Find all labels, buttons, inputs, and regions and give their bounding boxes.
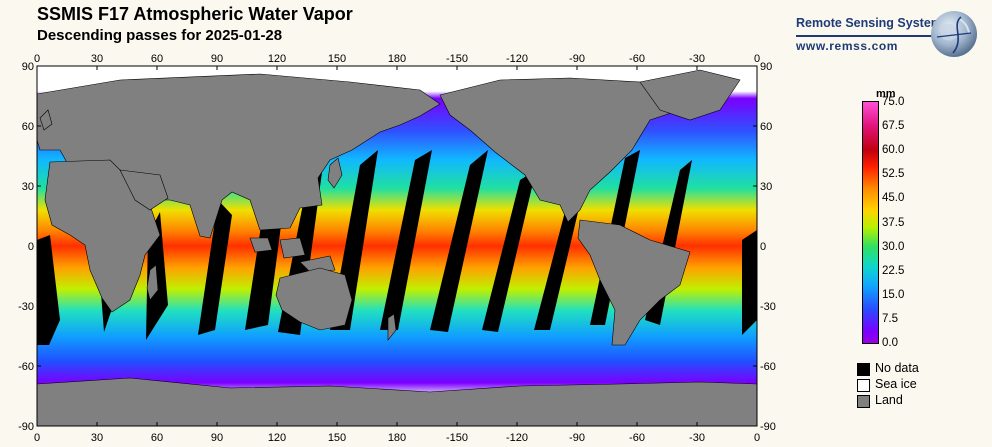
lat-tick-label: 30 [760, 181, 772, 193]
lon-tick-label: -120 [506, 432, 528, 444]
colorbar-tick-label: 22.5 [882, 264, 905, 277]
lat-axis-right: 90 60 30 0 -30 -60 -90 [753, 61, 776, 433]
lon-tick-label: 0 [754, 432, 760, 444]
lat-tick-label: -30 [18, 301, 34, 313]
colorbar-tick-label: 0.0 [882, 337, 898, 349]
lon-tick-label: -90 [569, 53, 585, 65]
lat-tick-label: 90 [760, 61, 772, 73]
lon-tick-label: -60 [629, 432, 645, 444]
lat-axis-left: 90 60 30 0 -30 -60 -90 [18, 61, 41, 433]
lon-tick-label: 150 [328, 53, 346, 65]
colorbar-tick-label: 60.0 [882, 144, 905, 157]
lon-tick-label: 0 [754, 53, 760, 65]
lon-tick-label: 150 [328, 432, 346, 444]
brand-url[interactable]: www.remss.com [796, 39, 899, 53]
land-masses [37, 69, 757, 426]
lon-tick-label: -60 [629, 53, 645, 65]
lon-tick-label: 30 [91, 432, 103, 444]
legend-label: No data [875, 361, 919, 375]
lon-tick-label: -120 [506, 53, 528, 65]
colorbar-tick-label: 15.0 [882, 288, 905, 301]
colorbar-tick-label: 7.5 [882, 312, 898, 325]
lat-tick-label: 90 [22, 61, 34, 73]
lat-tick-label: -30 [760, 301, 776, 313]
lat-tick-label: 0 [28, 241, 34, 253]
lat-tick-label: 30 [22, 181, 34, 193]
page-subtitle: Descending passes for 2025-01-28 [37, 27, 283, 44]
lon-tick-label: 180 [388, 53, 406, 65]
lat-tick-label: -90 [18, 421, 34, 433]
brand-divider [796, 35, 961, 37]
colorbar-tick-label: 52.5 [882, 168, 905, 181]
lon-tick-label: -90 [569, 432, 585, 444]
globe-logo-icon [931, 11, 977, 57]
lat-tick-label: 60 [22, 121, 34, 133]
lon-tick-label: 60 [151, 53, 163, 65]
colorbar-unit: mm [876, 88, 896, 100]
colorbar-tick-label: 30.0 [882, 240, 905, 253]
brand-name: Remote Sensing Systems [796, 16, 949, 30]
lon-tick-label: 90 [211, 53, 223, 65]
lon-tick-label: -150 [446, 53, 468, 65]
lon-tick-label: 120 [268, 53, 286, 65]
legend-label: Land [875, 393, 903, 407]
legend-swatch-sea-ice [857, 379, 870, 392]
lat-tick-label: 60 [760, 121, 772, 133]
page-title: SSMIS F17 Atmospheric Water Vapor [37, 4, 353, 24]
colorbar-tick-label: 67.5 [882, 120, 905, 133]
lon-tick-label: -30 [689, 432, 705, 444]
lon-axis-bottom: 0 30 60 90 120 150 180 -150 -120 -90 -60 -30 0 [34, 422, 760, 444]
lon-tick-label: -150 [446, 432, 468, 444]
lon-tick-label: 30 [91, 53, 103, 65]
colorbar-tick-label: 37.5 [882, 216, 905, 229]
colorbar-tick-label: 75.0 [882, 96, 905, 108]
lon-tick-label: 0 [34, 432, 40, 444]
lon-tick-label: 0 [34, 53, 40, 65]
lon-tick-label: 60 [151, 432, 163, 444]
lat-tick-label: -90 [760, 421, 776, 433]
lon-tick-label: -30 [689, 53, 705, 65]
lon-axis-top: 0 30 60 90 120 150 180 -150 -120 -90 -60 -30 0 [34, 53, 760, 70]
lon-tick-label: 180 [388, 432, 406, 444]
legend-label: Sea ice [875, 377, 917, 391]
colorbar [862, 101, 879, 344]
lon-tick-label: 90 [211, 432, 223, 444]
lat-tick-label: -60 [18, 361, 34, 373]
colorbar-tick-label: 45.0 [882, 192, 905, 205]
lon-tick-label: 120 [268, 432, 286, 444]
lat-tick-label: 0 [760, 241, 766, 253]
legend-swatch-land [857, 395, 870, 408]
lat-tick-label: -60 [760, 361, 776, 373]
legend-swatch-no-data [857, 363, 870, 376]
